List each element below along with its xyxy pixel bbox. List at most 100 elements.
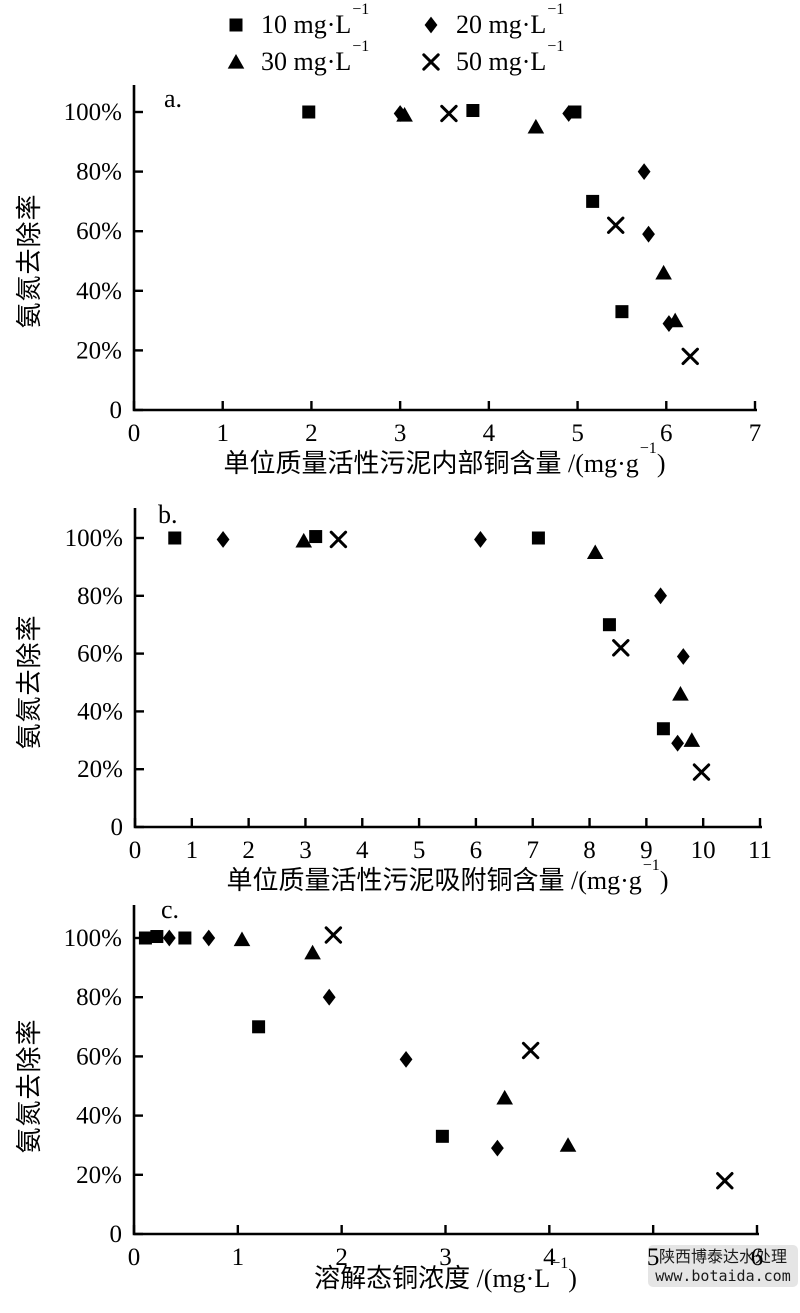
data-point-a-triangle: [396, 106, 413, 122]
data-point-c-triangle: [496, 1089, 513, 1105]
data-point-b-triangle: [295, 532, 313, 548]
data-point-c-diamond: [491, 1139, 504, 1157]
axes-b: [133, 508, 762, 829]
y-tick-label-a-20%: 20%: [76, 337, 122, 364]
data-point-a-diamond: [393, 105, 407, 122]
y-tick-label-a-100%: 100%: [64, 99, 122, 126]
data-point-b-diamond: [671, 734, 685, 752]
exponent: −1: [639, 440, 657, 458]
data-point-c-x: [716, 1172, 734, 1190]
data-point-a-square: [586, 194, 600, 208]
data-point-a-square: [568, 105, 582, 119]
data-point-a-square: [466, 104, 480, 118]
data-point-b-square: [168, 531, 182, 545]
x-axis-title-c: 溶解态铜浓度 /(mg·L−1): [314, 1255, 577, 1293]
data-point-c-triangle: [233, 931, 251, 947]
data-point-b-square: [602, 618, 616, 632]
data-point-b-triangle: [672, 686, 689, 701]
y-tick-label-b-40%: 40%: [77, 698, 123, 725]
data-point-c-triangle: [304, 944, 321, 960]
data-point-a-x: [440, 104, 458, 123]
triangle-marker-icon: [227, 54, 245, 69]
y-tick-label-a-60%: 60%: [76, 218, 122, 245]
exponent: −1: [642, 857, 660, 875]
data-point-a-diamond: [562, 105, 576, 122]
y-tick-label-b-80%: 80%: [77, 583, 123, 610]
y-tick-label-c-20%: 20%: [76, 1162, 122, 1189]
y-axis-title-a: 氨氮去除率: [15, 193, 44, 329]
legend-label: 50 mg·L−1: [456, 38, 565, 76]
x-axis-title-a: 单位质量活性污泥内部铜含量 /(mg·g−1): [223, 440, 666, 478]
data-point-a-diamond: [642, 225, 655, 243]
data-point-a-diamond: [662, 315, 676, 332]
panel-label-a: a.: [164, 84, 183, 113]
diamond-marker-icon: [424, 16, 438, 34]
y-axis-title-c: 氨氮去除率: [15, 1018, 44, 1154]
square-marker-icon: [229, 18, 243, 32]
y-tick-label-b-60%: 60%: [77, 641, 123, 668]
legend-exponent: −1: [547, 38, 565, 56]
data-point-c-square: [150, 930, 164, 944]
data-point-c-diamond: [162, 929, 176, 947]
data-point-c-x: [521, 1041, 540, 1060]
legend-exponent: −1: [547, 1, 565, 19]
legend-exponent: −1: [352, 38, 370, 56]
data-point-a-square: [302, 105, 316, 119]
triangle-marker-glyph: [227, 54, 245, 69]
data-point-a-triangle: [527, 118, 545, 134]
x-axis-title-b: 单位质量活性污泥吸附铜含量 /(mg·g−1): [226, 857, 669, 895]
data-point-b-diamond: [474, 531, 487, 548]
data-point-b-square: [309, 530, 323, 544]
data-point-c-diamond: [399, 1050, 413, 1068]
data-point-c-x: [324, 926, 343, 944]
x-marker-icon: [422, 53, 440, 71]
legend-label: 10 mg·L−1: [261, 1, 370, 39]
legend-item-30: 30 mg·L−1: [225, 38, 369, 79]
data-point-c-square: [178, 931, 192, 945]
data-point-b-triangle: [683, 732, 701, 747]
data-point-c-diamond: [202, 929, 216, 947]
y-tick-label-c-40%: 40%: [76, 1103, 122, 1130]
y-tick-label-b-0: 0: [111, 814, 124, 841]
y-tick-label-b-20%: 20%: [77, 756, 123, 783]
legend-item-20: 20 mg·L−1: [420, 1, 565, 42]
data-point-b-square: [656, 722, 670, 736]
axes-c: [132, 905, 759, 1236]
y-tick-label-a-0: 0: [110, 397, 123, 424]
legend-item-10: 10 mg·L−1: [225, 1, 370, 42]
data-point-a-triangle: [655, 264, 672, 280]
data-point-a-square: [615, 305, 629, 319]
data-point-b-x: [692, 763, 711, 781]
data-point-b-diamond: [216, 531, 230, 548]
data-point-a-x: [607, 216, 625, 234]
y-tick-label-c-60%: 60%: [76, 1043, 122, 1070]
data-point-b-diamond: [654, 587, 667, 605]
exponent: −1: [551, 1255, 569, 1273]
data-point-a-x: [681, 347, 699, 366]
data-point-b-diamond: [676, 648, 690, 665]
legend-label: 20 mg·L−1: [456, 1, 565, 39]
y-axis-title-b: 氨氮去除率: [15, 614, 44, 750]
data-point-c-square: [252, 1020, 266, 1034]
watermark-company: 陕西博泰达水处理: [658, 1248, 787, 1266]
y-tick-label-a-40%: 40%: [76, 278, 122, 305]
data-point-c-triangle: [559, 1137, 577, 1152]
y-tick-label-c-80%: 80%: [76, 984, 122, 1011]
y-tick-label-b-100%: 100%: [65, 525, 123, 552]
y-tick-label-c-0: 0: [110, 1221, 123, 1248]
legend-exponent: −1: [352, 1, 370, 19]
data-point-c-square: [435, 1129, 449, 1143]
x-marker-glyph: [422, 53, 440, 71]
watermark: 陕西博泰达水处理 www.botaida.com: [648, 1245, 798, 1287]
legend-item-50: 50 mg·L−1: [420, 38, 565, 79]
y-tick-label-a-80%: 80%: [76, 159, 122, 186]
data-point-a-triangle: [666, 312, 684, 328]
panel-label-b: b.: [158, 500, 178, 529]
diamond-marker-glyph: [424, 16, 438, 34]
axes-a: [132, 85, 757, 412]
square-marker-glyph: [229, 18, 243, 32]
data-point-c-diamond: [322, 988, 336, 1006]
data-point-b-square: [531, 531, 545, 545]
